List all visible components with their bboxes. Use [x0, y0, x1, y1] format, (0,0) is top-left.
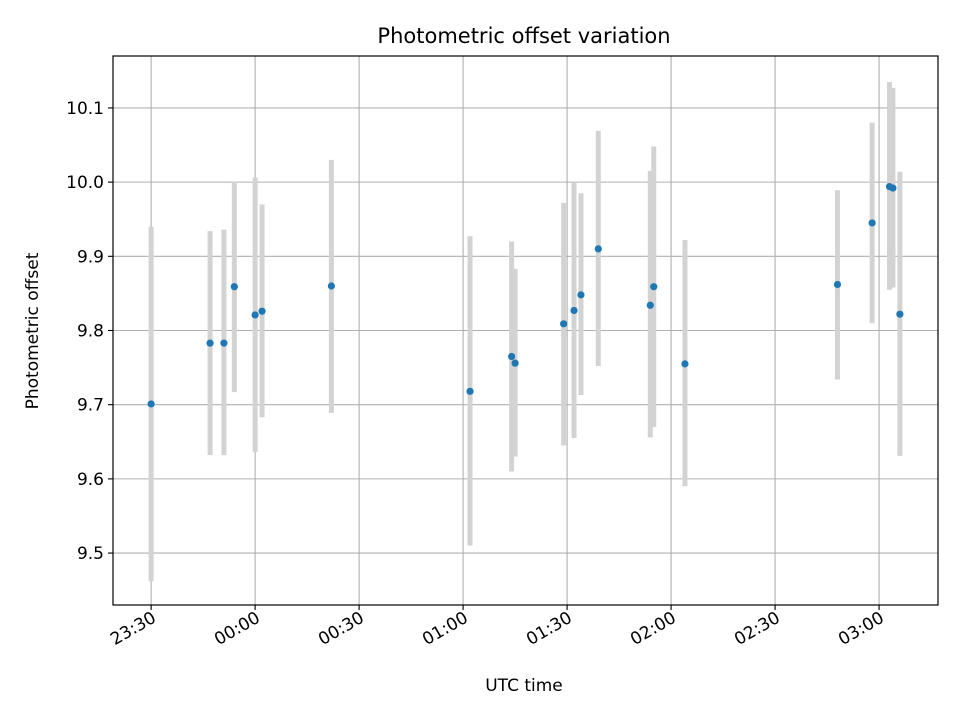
grid-lines — [113, 56, 938, 605]
data-point — [896, 310, 904, 318]
x-axis-label: UTC time — [485, 676, 563, 696]
data-point — [206, 339, 214, 347]
x-tick-label: 01:00 — [419, 608, 471, 650]
data-point — [511, 359, 519, 367]
data-point — [681, 360, 689, 368]
y-tick-label: 10.0 — [66, 173, 104, 193]
data-point — [560, 320, 568, 328]
data-point — [594, 245, 602, 253]
data-point — [327, 282, 335, 290]
chart-title: Photometric offset variation — [377, 24, 670, 48]
x-tick-label: 00:00 — [211, 608, 263, 650]
data-point — [147, 400, 155, 408]
data-point — [889, 184, 897, 192]
data-point — [466, 387, 474, 395]
error-bars — [148, 81, 903, 582]
data-point — [570, 306, 578, 315]
x-tick-label: 01:30 — [523, 608, 575, 650]
y-axis-ticks: 9.5 9.6 9.7 9.8 9.9 10.0 10.1 — [66, 99, 113, 564]
data-point — [508, 352, 516, 361]
data-point — [833, 280, 842, 289]
y-tick-label: 9.5 — [77, 544, 104, 564]
data-point — [868, 219, 876, 227]
data-point — [646, 301, 654, 309]
y-tick-label: 9.8 — [77, 322, 104, 342]
data-point — [650, 283, 658, 291]
x-tick-label: 02:00 — [627, 608, 679, 650]
data-point — [220, 339, 228, 347]
data-point — [251, 311, 259, 319]
x-tick-label: 02:30 — [731, 608, 783, 650]
x-tick-label: 00:30 — [315, 608, 367, 650]
data-point — [258, 307, 266, 315]
data-point — [230, 283, 238, 291]
y-tick-label: 9.6 — [77, 470, 104, 490]
data-points — [147, 182, 904, 408]
x-tick-label: 23:30 — [107, 608, 159, 650]
y-tick-label: 10.1 — [66, 99, 104, 119]
x-axis-ticks: 23:30 00:00 00:30 01:00 01:30 02:00 02:30 03:00 — [107, 605, 888, 650]
y-tick-label: 9.7 — [77, 396, 104, 416]
y-tick-label: 9.9 — [77, 247, 104, 267]
y-axis-label: Photometric offset — [23, 252, 43, 409]
data-point — [577, 291, 585, 299]
x-tick-label: 03:00 — [835, 608, 887, 650]
